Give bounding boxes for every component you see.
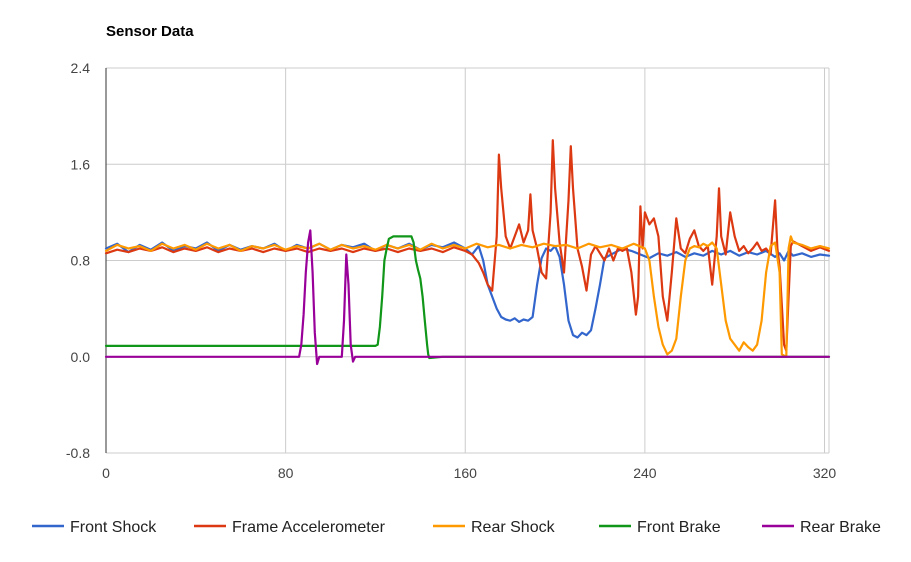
x-tick-label: 160 [454,465,478,481]
legend-label: Front Brake [637,519,721,536]
x-tick-label: 0 [102,465,110,481]
legend-label: Frame Accelerometer [232,519,386,536]
legend-item[interactable]: Front Shock [32,519,157,536]
series-lines [104,139,831,366]
y-tick-label: -0.8 [66,445,90,461]
y-tick-label: 1.6 [71,156,91,172]
legend-label: Front Shock [70,519,157,536]
chart-title: Sensor Data [106,23,194,40]
y-tick-label: 0.8 [71,253,91,269]
series-line-rear-shock [104,235,831,358]
y-tick-label: 2.4 [71,60,91,76]
x-tick-label: 320 [813,465,837,481]
axes: -0.8 0.0 0.8 1.6 2.4 0 80 160 240 320 [66,60,837,481]
legend-label: Rear Shock [471,519,556,536]
legend-item[interactable]: Rear Shock [433,519,556,536]
series-line-frame-accelerometer [104,139,831,352]
legend-item[interactable]: Frame Accelerometer [194,519,386,536]
x-tick-label: 80 [278,465,294,481]
series-line-front-shock [104,241,831,339]
legend: Front Shock Frame Accelerometer Rear Shock… [32,519,881,536]
series-line-rear-brake [104,229,831,366]
legend-label: Rear Brake [800,519,881,536]
legend-item[interactable]: Rear Brake [762,519,881,536]
gridlines [106,67,830,454]
x-tick-label: 240 [633,465,657,481]
y-tick-label: 0.0 [71,349,91,365]
legend-item[interactable]: Front Brake [599,519,721,536]
